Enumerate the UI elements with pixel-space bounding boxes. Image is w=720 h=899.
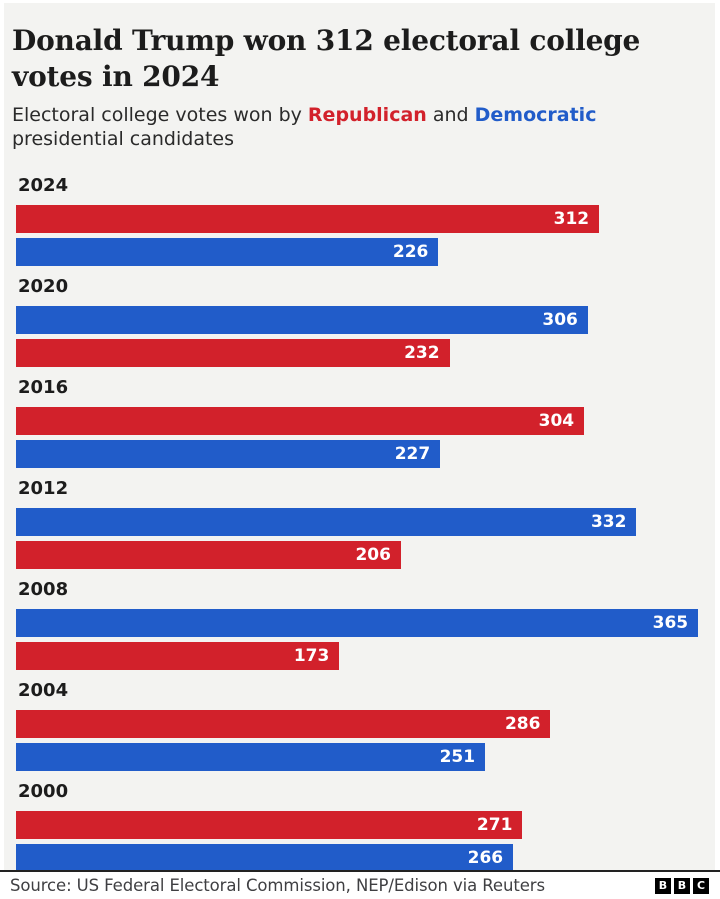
bar-chart: 2024 312 226 2020 306 232 2016 304 227 2012 332 206… (4, 176, 715, 870)
year-label: 2012 (18, 478, 69, 500)
year-label: 2016 (18, 377, 69, 399)
year-group-2024: 2024 312 226 (16, 175, 700, 267)
bar-value-label: 332 (590, 512, 627, 533)
bar-value-label: 271 (476, 815, 513, 836)
year-label: 2004 (18, 680, 69, 702)
republican-legend-label: Republican (307, 103, 427, 126)
bar-democratic-2004: 251 (16, 743, 486, 772)
bar-value-label: 304 (538, 411, 575, 432)
bar-value-label: 286 (504, 714, 541, 735)
democratic-legend-label: Democratic (474, 103, 597, 126)
bar-republican-2020: 232 (16, 339, 450, 368)
bar-democratic-2016: 227 (16, 440, 441, 469)
year-label: 2024 (18, 175, 69, 197)
bbc-logo-block: B (674, 877, 690, 894)
subtitle-prefix: Electoral college votes won by (12, 103, 308, 126)
bar-value-label: 312 (553, 209, 590, 230)
year-label: 2020 (18, 276, 69, 298)
year-group-2020: 2020 306 232 (16, 276, 700, 368)
bar-value-label: 227 (394, 444, 431, 465)
page-title: Donald Trump won 312 electoral college v… (12, 24, 641, 93)
chart-header: Donald Trump won 312 electoral college v… (4, 15, 715, 152)
bar-value-label: 226 (392, 242, 429, 263)
source-text: Source: US Federal Electoral Commission,… (10, 876, 545, 895)
year-group-2012: 2012 332 206 (16, 478, 700, 570)
bar-value-label: 306 (542, 310, 578, 331)
bar-value-label: 173 (293, 646, 330, 667)
year-group-2000: 2000 271 266 (16, 782, 700, 870)
bar-value-label: 232 (404, 343, 440, 364)
year-label: 2008 (18, 579, 69, 601)
bar-democratic-2000: 266 (16, 844, 514, 870)
bar-republican-2012: 206 (16, 541, 401, 570)
bar-value-label: 365 (652, 613, 689, 634)
bar-republican-2024: 312 (16, 205, 600, 234)
bar-democratic-2012: 332 (16, 508, 637, 537)
chart-main-area: Donald Trump won 312 electoral college v… (0, 0, 720, 870)
bbc-logo-block: B (655, 877, 671, 894)
bar-republican-2008: 173 (16, 642, 340, 671)
bar-republican-2000: 271 (16, 811, 523, 840)
subtitle-suffix: presidential candidates (12, 128, 235, 151)
chart-footer: Source: US Federal Electoral Commission,… (0, 870, 720, 899)
chart-subtitle: Electoral college votes won by Republica… (12, 103, 637, 152)
bar-democratic-2024: 226 (16, 238, 439, 267)
bar-republican-2004: 286 (16, 710, 551, 739)
year-group-2016: 2016 304 227 (16, 377, 700, 469)
bar-democratic-2020: 306 (16, 306, 588, 335)
year-group-2008: 2008 365 173 (16, 579, 700, 671)
bbc-logo-block: C (693, 877, 709, 894)
bar-value-label: 266 (467, 848, 504, 869)
bar-democratic-2008: 365 (16, 609, 699, 638)
year-label: 2000 (18, 781, 69, 803)
bar-value-label: 206 (355, 545, 391, 566)
year-group-2004: 2004 286 251 (16, 680, 700, 772)
bar-value-label: 251 (439, 747, 476, 768)
subtitle-and: and (426, 103, 475, 126)
bar-republican-2016: 304 (16, 407, 585, 436)
